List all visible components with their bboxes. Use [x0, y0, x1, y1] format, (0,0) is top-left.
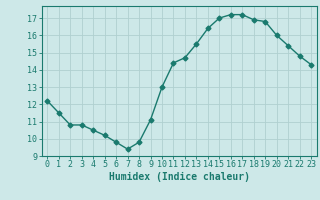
X-axis label: Humidex (Indice chaleur): Humidex (Indice chaleur) — [109, 172, 250, 182]
